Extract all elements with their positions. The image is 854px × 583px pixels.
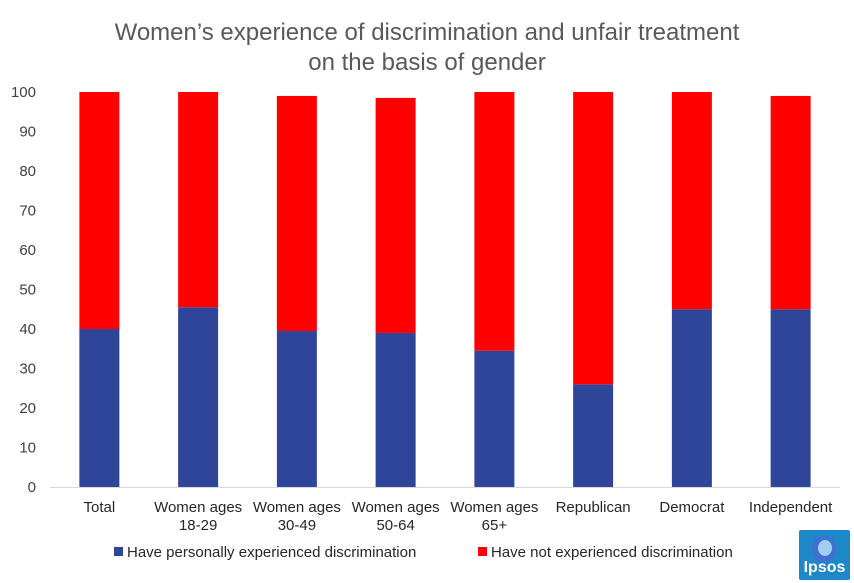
x-category-label: Republican <box>556 499 631 516</box>
bar-experienced <box>79 329 120 487</box>
x-category-label: Women ages <box>352 499 440 516</box>
y-tick-label: 80 <box>19 163 36 180</box>
bar-experienced <box>178 307 219 487</box>
bar-not-experienced <box>375 97 416 333</box>
legend-item-not-experienced: Have not experienced discrimination <box>478 544 733 561</box>
bar-experienced <box>770 309 811 487</box>
bar-experienced <box>276 330 317 487</box>
bar-not-experienced <box>671 92 712 310</box>
x-category-label: 30-49 <box>278 517 316 534</box>
legend-swatch-not-experienced <box>478 547 487 556</box>
x-category-label: Women ages <box>253 499 341 516</box>
chart-title-line-2: on the basis of gender <box>308 49 546 76</box>
chart-title-line-1: Women’s experience of discrimination and… <box>114 19 740 46</box>
bar-not-experienced <box>178 92 219 308</box>
legend-label-experienced: Have personally experienced discriminati… <box>127 544 417 561</box>
x-category-label: 65+ <box>482 517 508 534</box>
chart-title: Women’s experience of discrimination and… <box>0 18 854 78</box>
x-category-label: Independent <box>749 499 833 516</box>
x-category-label: 18-29 <box>179 517 217 534</box>
logo-text: Ipsos <box>803 559 846 576</box>
bar-experienced <box>375 332 416 487</box>
bar-experienced <box>573 384 614 487</box>
y-tick-label: 70 <box>19 203 36 220</box>
y-tick-label: 90 <box>19 124 36 141</box>
x-category-label: 50-64 <box>376 517 414 534</box>
x-category-label: Women ages <box>154 499 242 516</box>
legend-swatch-experienced <box>114 547 123 556</box>
bar-not-experienced <box>474 92 515 351</box>
bar-experienced <box>474 350 515 487</box>
y-tick-label: 30 <box>19 361 36 378</box>
bar-not-experienced <box>79 92 120 329</box>
y-tick-label: 100 <box>11 84 36 101</box>
bar-not-experienced <box>276 95 317 331</box>
legend-label-not-experienced: Have not experienced discrimination <box>491 544 733 561</box>
bar-not-experienced <box>770 95 811 310</box>
bar-experienced <box>671 309 712 487</box>
logo-head-icon <box>812 536 836 562</box>
ipsos-logo: Ipsos <box>799 530 850 580</box>
x-category-label: Total <box>84 499 116 516</box>
y-tick-label: 20 <box>19 400 36 417</box>
legend-item-experienced: Have personally experienced discriminati… <box>114 544 416 561</box>
y-tick-label: 40 <box>19 321 36 338</box>
y-axis: 0 10 20 30 40 50 60 70 80 90 100 <box>11 84 36 496</box>
x-category-label: Women ages <box>450 499 538 516</box>
bar-not-experienced <box>573 92 614 385</box>
y-tick-label: 10 <box>19 440 36 457</box>
y-tick-label: 50 <box>19 282 36 299</box>
y-tick-label: 60 <box>19 242 36 259</box>
y-tick-label: 0 <box>28 479 36 496</box>
x-category-label: Democrat <box>659 499 725 516</box>
bars <box>79 92 811 487</box>
